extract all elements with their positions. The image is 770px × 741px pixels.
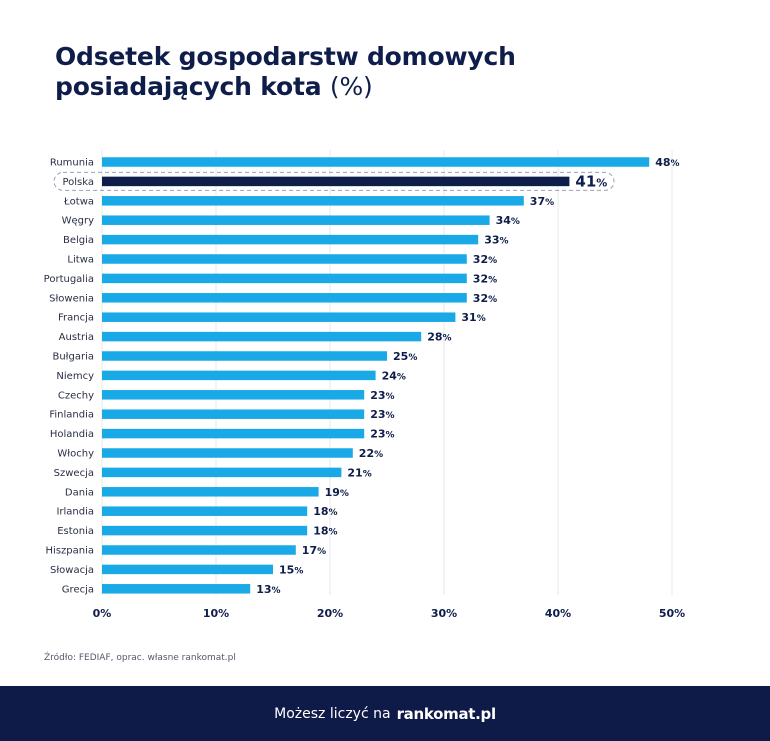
- category-label: Dania: [65, 487, 94, 498]
- bar: [102, 196, 524, 206]
- bar: [102, 467, 342, 478]
- chart-title: Odsetek gospodarstw domowych posiadający…: [55, 42, 516, 102]
- value-label: 48%: [655, 156, 679, 169]
- bar: [102, 176, 570, 187]
- x-tick-label: 50%: [659, 607, 685, 620]
- bar: [102, 448, 353, 458]
- bar: [102, 234, 479, 245]
- bar: [102, 564, 273, 575]
- value-label: 18%: [313, 505, 337, 518]
- category-label: Finlandia: [49, 410, 94, 421]
- bar-chart: Rumunia Polska Łotwa Węgry Belgia Litwa Portug…: [44, 150, 686, 620]
- category-label: Szwecja: [54, 468, 94, 479]
- category-label: Belgia: [63, 235, 94, 246]
- value-label: 32%: [473, 253, 497, 266]
- x-tick-label: 0%: [93, 607, 112, 620]
- value-label: 19%: [325, 486, 349, 499]
- bar: [102, 428, 365, 439]
- value-label: 37%: [530, 195, 554, 208]
- value-label: 22%: [359, 447, 383, 460]
- category-label: Bułgaria: [52, 352, 94, 363]
- x-tick-label: 20%: [317, 607, 343, 620]
- bar: [102, 390, 365, 400]
- x-tick-label: 40%: [545, 607, 571, 620]
- value-label: 28%: [427, 331, 451, 344]
- value-label: 23%: [370, 408, 394, 421]
- category-label: Niemcy: [56, 371, 94, 382]
- category-label: Irlandia: [56, 507, 94, 518]
- bar: [102, 254, 467, 264]
- chart-bars: [53, 157, 650, 594]
- bar: [102, 215, 490, 225]
- bar: [102, 487, 319, 497]
- bar: [102, 351, 387, 361]
- category-label: Włochy: [57, 449, 94, 460]
- bar: [102, 312, 456, 322]
- chart-title-line-2-text: posiadających kota: [55, 72, 322, 101]
- bar: [102, 409, 365, 419]
- value-label: 32%: [473, 292, 497, 305]
- value-label: 15%: [279, 563, 303, 576]
- category-label: Austria: [59, 332, 94, 343]
- value-label: 34%: [496, 214, 520, 227]
- bar: [102, 273, 467, 284]
- category-label: Czechy: [58, 390, 94, 401]
- bar: [102, 370, 376, 381]
- bar: [102, 525, 308, 536]
- value-label: 23%: [370, 389, 394, 402]
- footer-banner: Możesz liczyć na rankomat.pl: [0, 686, 770, 741]
- value-label: 24%: [382, 369, 406, 382]
- x-tick-label: 30%: [431, 607, 457, 620]
- category-label: Francja: [58, 313, 94, 324]
- chart-value-labels: 48% 41% 37% 34% 33% 32% 32% 32% 31% 28% 25% 24% 23% 2…: [256, 156, 679, 596]
- chart-title-line-2: posiadających kota (%): [55, 72, 516, 102]
- category-label: Polska: [62, 177, 94, 188]
- footer-text: Możesz liczyć na: [274, 705, 391, 722]
- category-label: Holandia: [50, 429, 94, 440]
- category-label: Estonia: [57, 526, 94, 537]
- chart-title-unit: (%): [329, 72, 373, 101]
- bar: [102, 157, 650, 167]
- bar: [102, 506, 308, 516]
- value-label: 23%: [370, 428, 394, 441]
- bar: [102, 331, 422, 342]
- value-label: 41%: [575, 172, 607, 190]
- chart-category-labels: Rumunia Polska Łotwa Węgry Belgia Litwa Portug…: [44, 158, 94, 596]
- category-label: Słowacja: [50, 565, 94, 576]
- value-label: 13%: [256, 583, 280, 596]
- chart-title-line-1: Odsetek gospodarstw domowych: [55, 42, 516, 71]
- category-label: Grecja: [62, 584, 94, 595]
- bar: [102, 584, 251, 594]
- category-label: Rumunia: [50, 158, 94, 169]
- x-tick-label: 10%: [203, 607, 229, 620]
- value-label: 33%: [484, 234, 508, 247]
- value-label: 21%: [347, 466, 371, 479]
- highlight-outline: [53, 171, 615, 191]
- footer-brand-logo: rankomat.pl: [396, 704, 497, 723]
- category-label: Portugalia: [44, 274, 94, 285]
- chart-x-axis-ticks: 0% 10% 20% 30% 40% 50%: [93, 607, 686, 620]
- value-label: 32%: [473, 272, 497, 285]
- category-label: Łotwa: [63, 196, 94, 207]
- source-note: Źródło: FEDIAF, oprac. własne rankomat.p…: [44, 653, 236, 663]
- bar: [102, 545, 296, 555]
- value-label: 18%: [313, 525, 337, 538]
- category-label: Hiszpania: [46, 546, 94, 557]
- category-label: Słowenia: [49, 293, 94, 304]
- category-label: Węgry: [62, 216, 94, 227]
- category-label: Litwa: [67, 255, 94, 266]
- bar: [102, 293, 467, 303]
- value-label: 17%: [302, 544, 326, 557]
- value-label: 25%: [393, 350, 417, 363]
- value-label: 31%: [461, 311, 485, 324]
